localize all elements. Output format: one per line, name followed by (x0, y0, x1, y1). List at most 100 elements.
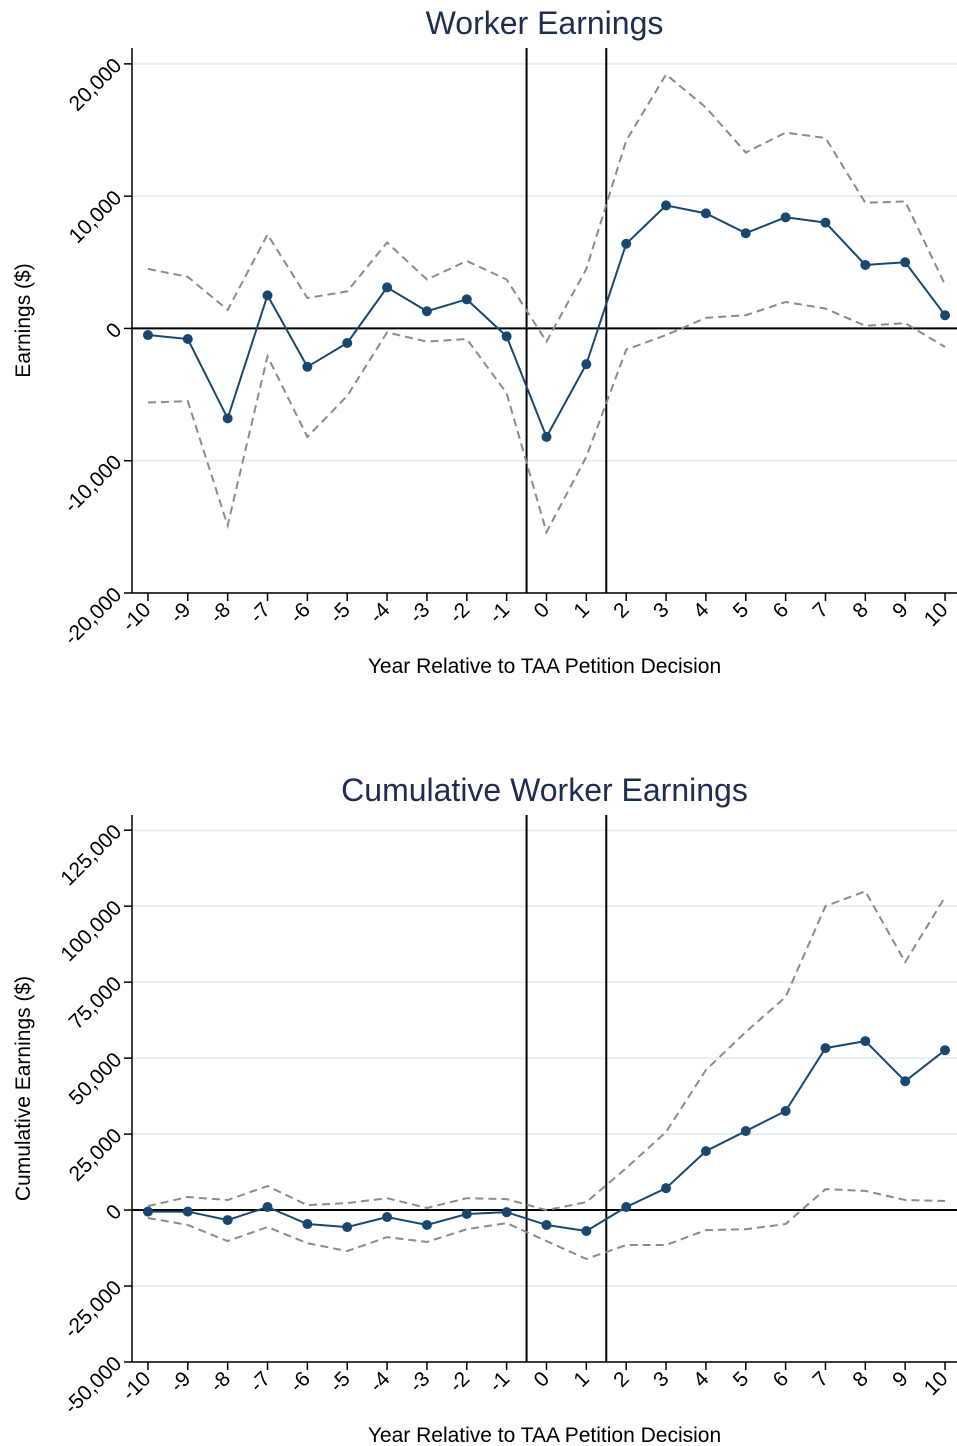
y-tick-label: -20,000 (60, 583, 127, 650)
x-tick-label: 2 (609, 598, 634, 623)
point (860, 1036, 871, 1047)
point (461, 1209, 472, 1220)
point (382, 1212, 393, 1223)
x-tick-label: 2 (609, 1367, 634, 1392)
x-tick-label: 9 (888, 1367, 913, 1392)
y-tick-label: 75,000 (65, 972, 127, 1034)
x-tick-label: 0 (530, 1367, 555, 1392)
point (621, 238, 632, 249)
point (382, 282, 393, 293)
x-axis-label: Year Relative to TAA Petition Decision (368, 655, 721, 678)
x-tick-label: -4 (365, 598, 395, 628)
point (182, 1206, 193, 1217)
x-tick-label: 5 (729, 1367, 754, 1392)
point (581, 359, 592, 370)
confidence-band (147, 300, 946, 535)
point (182, 334, 193, 345)
point (621, 1202, 632, 1213)
point (581, 1226, 592, 1237)
point (421, 1219, 432, 1230)
y-tick-label: 125,000 (56, 820, 126, 890)
x-tick-label: -4 (365, 1367, 395, 1397)
y-tick-label: -50,000 (60, 1352, 127, 1419)
x-tick-label: 7 (808, 598, 833, 623)
point (142, 330, 153, 341)
x-tick-label: -8 (206, 1367, 235, 1396)
x-tick-label: 6 (769, 598, 794, 623)
x-tick-label: -10 (118, 598, 156, 636)
point (780, 212, 791, 223)
point (661, 1183, 672, 1194)
x-tick-label: 10 (920, 1367, 953, 1400)
x-tick-label: 0 (530, 598, 555, 623)
point (262, 290, 273, 301)
point (860, 259, 871, 270)
point (302, 1219, 313, 1230)
point (900, 257, 911, 268)
x-tick-label: -9 (166, 1367, 195, 1396)
point (421, 306, 432, 317)
point (222, 1215, 233, 1226)
point (940, 310, 951, 321)
point (262, 1202, 273, 1213)
x-tick-label: -2 (445, 598, 474, 627)
x-tick-label: 8 (848, 598, 873, 623)
y-tick-label: 0 (102, 1200, 127, 1225)
x-tick-label: -8 (206, 598, 235, 627)
point (501, 331, 512, 342)
x-tick-label: 3 (649, 1367, 674, 1392)
y-tick-label: 50,000 (65, 1048, 127, 1110)
point (780, 1105, 791, 1116)
point (501, 1207, 512, 1218)
x-tick-label: -7 (246, 1367, 275, 1396)
x-tick-label: -5 (325, 1367, 354, 1396)
y-tick-label: 10,000 (65, 186, 127, 248)
y-axis-label: Earnings ($) (12, 263, 35, 377)
y-tick-label: 100,000 (56, 896, 126, 966)
x-tick-label: -6 (285, 598, 314, 627)
y-axis-label: Cumulative Earnings ($) (12, 976, 35, 1201)
x-tick-label: 1 (569, 1367, 594, 1392)
x-tick-label: 10 (920, 598, 953, 631)
x-tick-label: -5 (325, 598, 354, 627)
point (900, 1076, 911, 1087)
chart-title: Cumulative Worker Earnings (341, 772, 748, 808)
point (820, 217, 831, 228)
x-tick-label: -1 (485, 598, 514, 627)
point (700, 1146, 711, 1157)
x-tick-label: -7 (246, 598, 275, 627)
point (700, 208, 711, 219)
point (940, 1045, 951, 1056)
x-tick-label: 5 (729, 598, 754, 623)
point (342, 337, 353, 348)
point (541, 431, 552, 442)
confidence-band (147, 72, 946, 344)
confidence-band (147, 1188, 946, 1261)
x-tick-label: -10 (118, 1367, 156, 1405)
point (740, 228, 751, 239)
point (820, 1043, 831, 1054)
point (661, 200, 672, 211)
x-tick-label: -6 (285, 1367, 314, 1396)
x-tick-label: 9 (888, 598, 913, 623)
x-tick-label: 6 (769, 1367, 794, 1392)
point (541, 1219, 552, 1230)
x-tick-label: -1 (485, 1367, 514, 1396)
confidence-band (147, 890, 946, 1212)
x-tick-label: 8 (848, 1367, 873, 1392)
y-tick-label: 20,000 (65, 54, 127, 116)
x-tick-label: -2 (445, 1367, 474, 1396)
series-line (147, 204, 946, 440)
x-tick-label: 1 (569, 598, 594, 623)
chart-title: Worker Earnings (426, 5, 664, 41)
x-tick-label: 4 (689, 598, 714, 623)
point (222, 413, 233, 424)
x-tick-label: 7 (808, 1367, 833, 1392)
x-axis-label: Year Relative to TAA Petition Decision (368, 1424, 721, 1446)
x-tick-label: -9 (166, 598, 195, 627)
point (461, 294, 472, 305)
y-tick-label: -10,000 (60, 451, 127, 518)
x-tick-label: 4 (689, 1367, 714, 1392)
x-tick-label: 3 (649, 598, 674, 623)
